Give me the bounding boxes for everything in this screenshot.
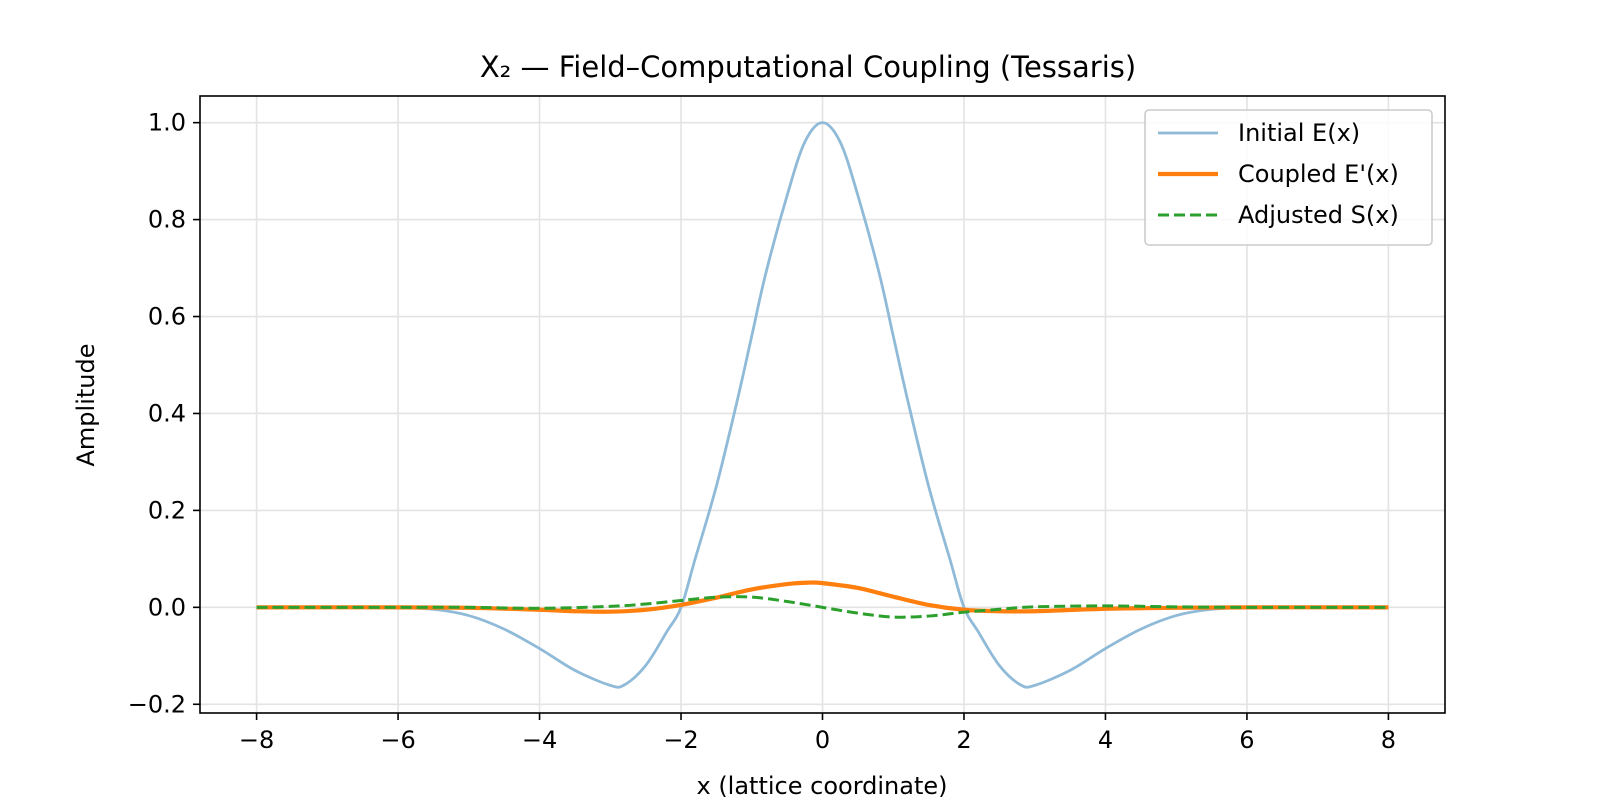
x-tick-label: −6	[380, 726, 415, 754]
y-tick-label: −0.2	[128, 690, 186, 718]
x-tick-label: −8	[239, 726, 274, 754]
legend: Initial E(x) Coupled E'(x) Adjusted S(x)	[1144, 109, 1433, 246]
y-axis-label: Amplitude	[72, 344, 100, 467]
x-tick-label: 8	[1381, 726, 1396, 754]
legend-label-initial-e: Initial E(x)	[1238, 119, 1360, 147]
x-axis-label: x (lattice coordinate)	[696, 772, 947, 800]
x-tick-label: 0	[815, 726, 830, 754]
series-line-coupled-e-prime	[256, 580, 1389, 614]
series-line-adjusted-s	[256, 595, 1389, 619]
y-tick-label: 0.6	[148, 303, 186, 331]
y-tick-label: 0.8	[148, 206, 186, 234]
legend-label-adjusted-s: Adjusted S(x)	[1238, 201, 1399, 229]
chart-title: X₂ — Field–Computational Coupling (Tessa…	[480, 50, 1136, 84]
x-tick-label: −2	[663, 726, 698, 754]
legend-label-coupled-e-prime: Coupled E'(x)	[1238, 160, 1399, 188]
y-tick-label: 1.0	[148, 109, 186, 137]
legend-box	[1144, 109, 1433, 246]
y-tick-label: 0.0	[148, 593, 186, 621]
series-layer	[256, 121, 1389, 689]
x-tick-label: 6	[1239, 726, 1254, 754]
series-line-initial-e	[256, 121, 1389, 689]
y-tick-label: 0.4	[148, 399, 186, 427]
x-tick-label: 2	[956, 726, 971, 754]
axis-ticks: −8 −6 −4 −2 0 2 4 6 8 −0.2 0.0 0.2 0.4 0.6 0.8 1.0	[128, 109, 1396, 754]
x-tick-label: 4	[1098, 726, 1113, 754]
legend-items: Initial E(x) Coupled E'(x) Adjusted S(x)	[1158, 119, 1399, 229]
x-tick-label: −4	[522, 726, 557, 754]
y-tick-label: 0.2	[148, 496, 186, 524]
